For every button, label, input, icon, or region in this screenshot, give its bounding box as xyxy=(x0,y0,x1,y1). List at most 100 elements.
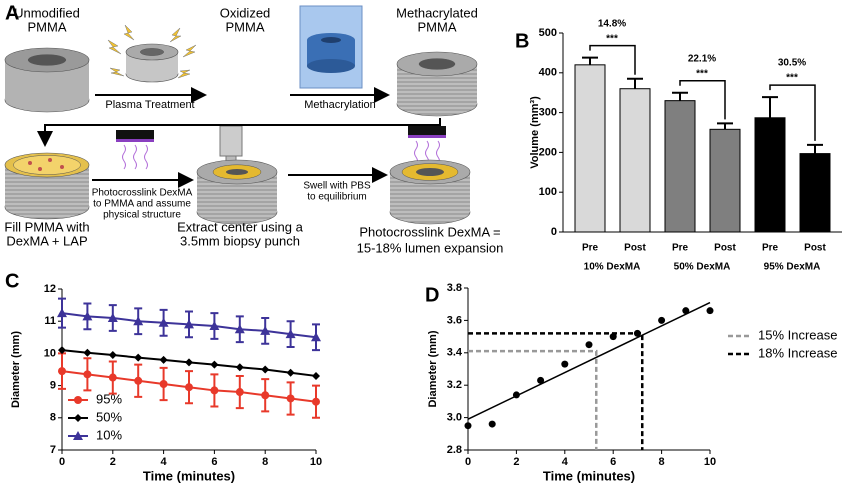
point xyxy=(585,341,593,349)
x-tick-label: 6 xyxy=(211,456,217,468)
panel-label: D xyxy=(425,284,439,306)
x-tick-label: 0 xyxy=(465,456,471,468)
panel-label: C xyxy=(5,270,19,292)
legend-label: 15% Increase xyxy=(758,327,838,342)
particle xyxy=(60,165,64,169)
point xyxy=(286,394,295,403)
arrow-label: physical structure xyxy=(103,210,181,221)
step-label: Unmodified xyxy=(14,5,80,20)
particle xyxy=(28,161,32,165)
lumen xyxy=(226,169,248,175)
significance-bracket xyxy=(679,79,726,120)
y-axis-label: Volume (mm³) xyxy=(529,96,541,169)
point xyxy=(159,355,168,364)
x-tick-label: Pre xyxy=(672,243,689,254)
point xyxy=(82,311,93,321)
annotation: 22.1% xyxy=(688,53,716,64)
annotation: 30.5% xyxy=(778,58,806,69)
reference-line xyxy=(468,332,644,450)
step-label: PMMA xyxy=(226,19,265,34)
x-tick-label: 2 xyxy=(110,456,116,468)
legend-label: 10% xyxy=(96,427,122,442)
group-label: 95% DexMA xyxy=(764,262,821,273)
step-label: DexMA + LAP xyxy=(6,233,87,248)
legend-marker xyxy=(74,414,82,422)
legend-label: 95% xyxy=(96,391,122,406)
group-label: 50% DexMA xyxy=(674,262,731,273)
legend-label: 50% xyxy=(96,409,122,424)
y-tick-label: 100 xyxy=(539,186,557,198)
arrow-label: to PMMA and assume xyxy=(93,199,191,210)
x-tick-label: Post xyxy=(804,243,826,254)
point xyxy=(312,371,320,380)
cylinder-core xyxy=(27,54,67,66)
point xyxy=(311,332,321,342)
point xyxy=(210,386,219,395)
step-label: PMMA xyxy=(28,19,67,34)
point xyxy=(108,373,117,382)
point xyxy=(234,324,245,334)
arrow-label: to equilibrium xyxy=(307,192,366,203)
bar xyxy=(754,117,786,233)
x-axis-label: Time (minutes) xyxy=(143,468,235,483)
step-label: 3.5mm biopsy punch xyxy=(180,233,300,248)
y-tick-label: 400 xyxy=(539,67,557,79)
annotation: *** xyxy=(696,68,708,79)
annotation: *** xyxy=(606,33,618,44)
point xyxy=(185,383,193,392)
point xyxy=(609,333,617,341)
point xyxy=(158,317,169,327)
y-tick-label: 10 xyxy=(44,347,56,359)
y-tick-label: 500 xyxy=(539,27,557,39)
point xyxy=(58,367,66,376)
bar xyxy=(619,88,651,233)
x-tick-label: 10 xyxy=(310,456,322,468)
point xyxy=(512,391,520,399)
point xyxy=(261,391,270,400)
point xyxy=(185,358,193,367)
particle xyxy=(38,167,42,171)
y-tick-label: 9 xyxy=(50,380,56,392)
point xyxy=(235,388,244,397)
y-tick-label: 3.8 xyxy=(447,282,462,294)
point xyxy=(57,308,67,318)
point xyxy=(260,325,271,335)
point xyxy=(159,379,168,388)
reference-line xyxy=(468,349,598,450)
legend-label: 18% Increase xyxy=(758,345,838,360)
x-tick-label: 8 xyxy=(262,456,268,468)
x-tick-label: Pre xyxy=(582,243,599,254)
x-tick-label: 10 xyxy=(704,456,716,468)
error-bar xyxy=(807,143,823,154)
fit-line xyxy=(467,301,711,420)
point xyxy=(58,346,66,355)
point xyxy=(83,348,92,357)
error-bar xyxy=(582,56,598,65)
x-axis-label: Time (minutes) xyxy=(543,468,635,483)
bar xyxy=(709,128,741,233)
legend-marker xyxy=(74,396,82,404)
y-tick-label: 3.2 xyxy=(447,379,462,391)
point xyxy=(286,368,295,377)
panel-label: A xyxy=(5,2,19,24)
x-tick-label: Post xyxy=(624,243,646,254)
point xyxy=(107,312,118,322)
x-tick-label: 4 xyxy=(161,456,168,468)
diagram-art xyxy=(37,5,446,188)
step-label: 15-18% lumen expansion xyxy=(357,240,504,255)
arrow-label: Swell with PBS xyxy=(303,181,371,192)
annotation: *** xyxy=(786,73,798,84)
y-axis-label: Diameter (mm) xyxy=(10,331,22,408)
point xyxy=(133,316,144,326)
significance-bracket xyxy=(589,44,636,75)
point xyxy=(312,397,320,406)
arrow-label: Plasma Treatment xyxy=(105,99,194,111)
y-tick-label: 11 xyxy=(44,315,56,327)
point xyxy=(706,307,714,315)
step-label: PMMA xyxy=(418,19,457,34)
y-tick-label: 300 xyxy=(539,107,557,119)
y-tick-label: 200 xyxy=(539,146,557,158)
x-tick-label: 8 xyxy=(659,456,665,468)
error-bar xyxy=(717,122,733,130)
